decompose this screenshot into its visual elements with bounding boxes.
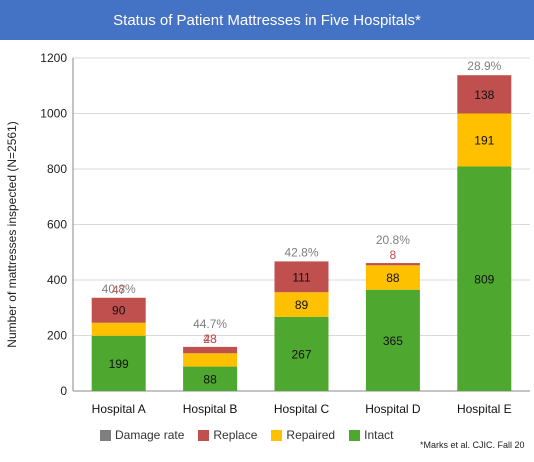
y-tick-label: 400 <box>47 273 67 287</box>
y-tick-label: 1000 <box>40 107 67 121</box>
data-label-repaired: 48 <box>203 332 217 346</box>
legend-swatch-damage-rate <box>100 429 111 441</box>
data-label-repaired: 47 <box>112 283 126 297</box>
data-label-repaired: 88 <box>386 271 400 285</box>
bar-segment-replace <box>457 75 512 114</box>
bar-segment-repaired <box>91 322 146 336</box>
bar-segment-replace <box>365 263 420 266</box>
bar-segment-repaired <box>274 292 329 317</box>
bar-segment-repaired <box>183 353 238 367</box>
data-label-intact: 199 <box>109 357 129 371</box>
data-label-replace: 90 <box>112 304 126 318</box>
bar-segment-intact <box>274 316 329 391</box>
data-label-intact: 267 <box>291 347 311 361</box>
data-label-intact: 809 <box>474 272 494 286</box>
data-label-replace: 23 <box>203 332 217 346</box>
x-tick-label: Hospital A <box>92 402 146 416</box>
legend-label-intact: Intact <box>364 428 394 442</box>
damage-rate-label: 42.8% <box>284 245 318 259</box>
bar-segment-replace <box>274 261 329 293</box>
data-label-repaired: 191 <box>474 134 494 148</box>
legend-item-repaired: Repaired <box>271 428 335 442</box>
data-label-repaired: 89 <box>295 298 309 312</box>
legend-swatch-intact <box>349 429 361 441</box>
data-label-replace: 111 <box>292 270 311 284</box>
x-tick-label: Hospital E <box>457 402 512 416</box>
bar-segment-replace <box>183 346 238 354</box>
bar-segment-intact <box>457 166 512 391</box>
stacked-bar-chart: 0 200 400 600 800 1000 1200 Number of mattresse… <box>5 51 530 416</box>
bar-segment-intact <box>365 289 420 391</box>
citation-text: *Marks et al. CJIC. Fall 20 <box>420 440 525 450</box>
data-label-replace: 138 <box>474 88 494 102</box>
data-label-replace: 8 <box>390 248 397 262</box>
y-tick-label: 200 <box>47 329 67 343</box>
citation: *Marks et al. CJIC. Fall 20 <box>420 440 534 450</box>
legend-label-replace: Replace <box>213 428 258 442</box>
bar-segment-intact <box>91 335 146 391</box>
damage-rate-label: 20.8% <box>376 233 410 247</box>
y-tick-label: 1200 <box>40 51 67 65</box>
damage-rate-label: 40.8% <box>102 282 136 296</box>
legend-swatch-replace <box>198 429 210 441</box>
legend-item-intact: Intact <box>349 428 393 442</box>
x-tick-label: Hospital C <box>274 402 330 416</box>
legend-label-damage-rate: Damage rate <box>115 428 185 442</box>
x-tick-label: Hospital B <box>183 402 238 416</box>
chart-title: Status of Patient Mattresses in Five Hos… <box>113 11 421 29</box>
damage-rate-label: 44.7% <box>193 317 227 331</box>
y-tick-label: 600 <box>47 218 67 232</box>
data-label-intact: 88 <box>203 372 217 386</box>
legend-item-replace: Replace <box>198 428 257 442</box>
y-tick-label: 800 <box>47 162 67 176</box>
chart-legend: Damage rate Replace Repaired Intact <box>100 428 393 442</box>
x-tick-label: Hospital D <box>365 402 421 416</box>
data-label-intact: 365 <box>383 334 403 348</box>
damage-rate-label: 28.9% <box>467 59 501 73</box>
bar-segment-repaired <box>457 113 512 167</box>
bar-segment-intact <box>183 366 238 391</box>
y-axis-title: Number of mattresses inspected (N=2561) <box>5 121 19 347</box>
legend-label-repaired: Repaired <box>286 428 336 442</box>
legend-swatch-repaired <box>271 429 283 441</box>
legend-item-damage-rate: Damage rate <box>100 428 184 442</box>
bar-segment-repaired <box>365 265 420 290</box>
chart-title-bar: Status of Patient Mattresses in Five Hos… <box>0 0 534 40</box>
y-tick-label: 0 <box>60 384 67 398</box>
bar-segment-replace <box>91 297 146 323</box>
